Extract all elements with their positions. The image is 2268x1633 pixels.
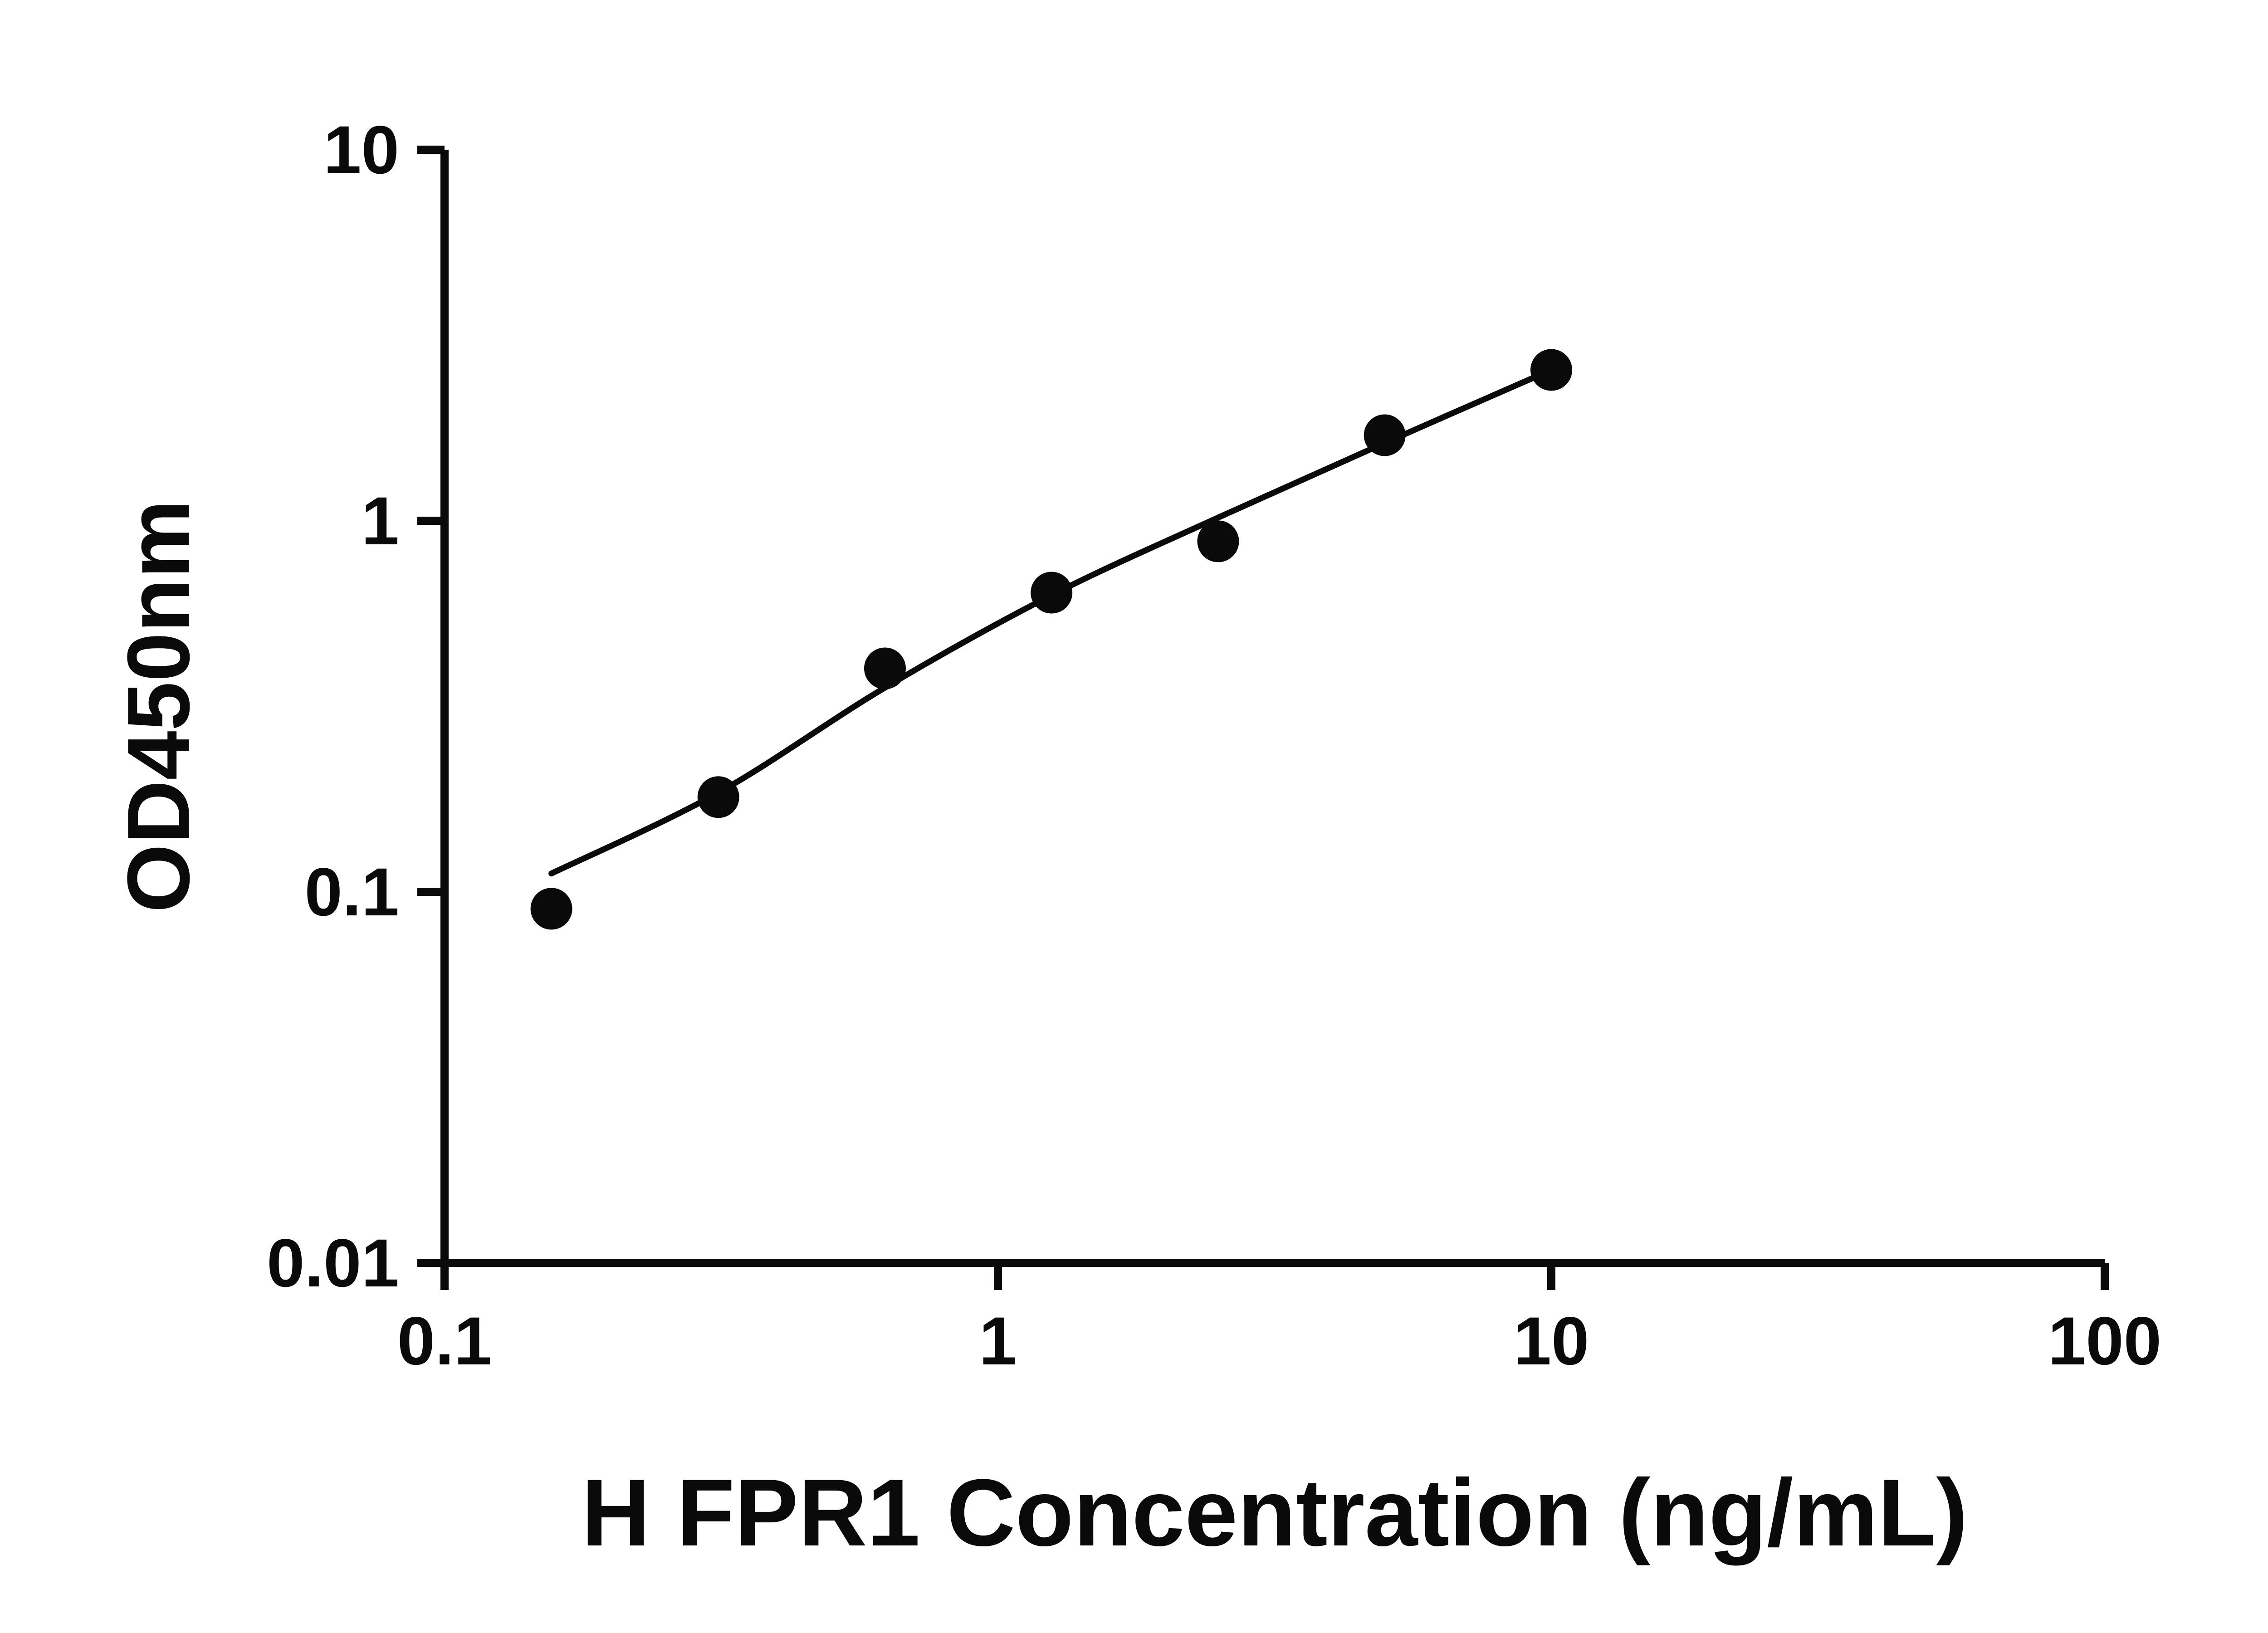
x-tick-label: 1 [979,1303,1017,1379]
data-point [697,776,739,818]
y-tick-label: 0.01 [267,1225,399,1301]
data-point [1364,414,1406,456]
data-point [1197,520,1239,562]
data-point [530,888,572,930]
x-tick-label: 10 [1514,1303,1589,1379]
data-point [1031,572,1073,614]
axis-spine [440,150,2105,1267]
y-tick-label: 10 [323,112,399,188]
y-tick-label: 0.1 [304,854,399,930]
x-axis-title: H FPR1 Concentration (ng/mL) [581,1459,1968,1566]
data-point [864,647,906,689]
y-axis-title: OD450nm [109,499,208,913]
data-point [1530,349,1572,391]
x-tick-label: 0.1 [397,1303,492,1379]
x-tick-label: 100 [2048,1303,2161,1379]
y-tick-label: 1 [362,483,399,559]
